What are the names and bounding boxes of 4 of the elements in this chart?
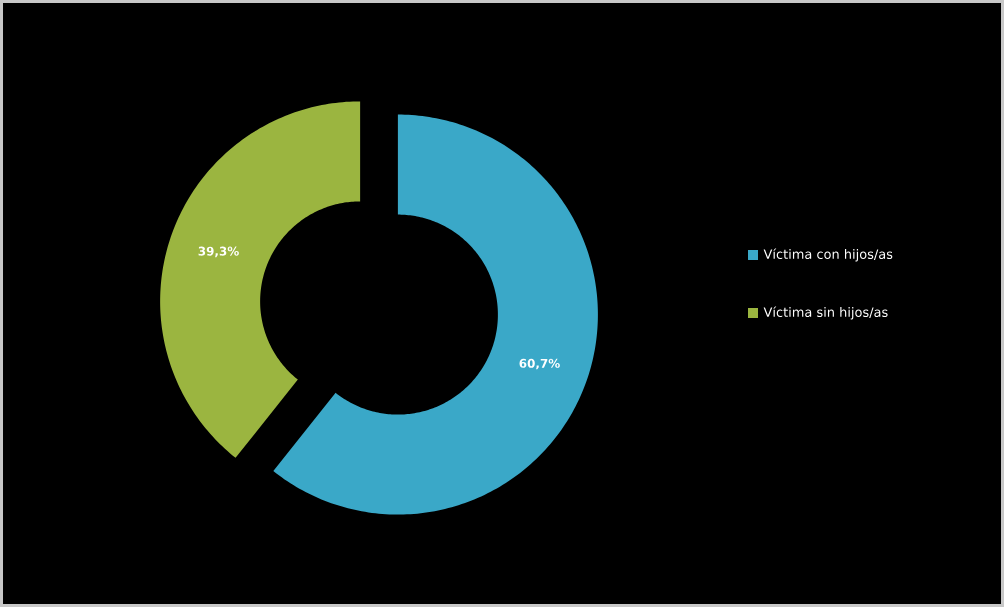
legend-label: Víctima con hijos/as xyxy=(763,248,893,262)
data-label: 39,3% xyxy=(198,246,239,258)
data-label: 60,7% xyxy=(519,358,560,370)
legend-label: Víctima sin hijos/as xyxy=(763,306,888,320)
